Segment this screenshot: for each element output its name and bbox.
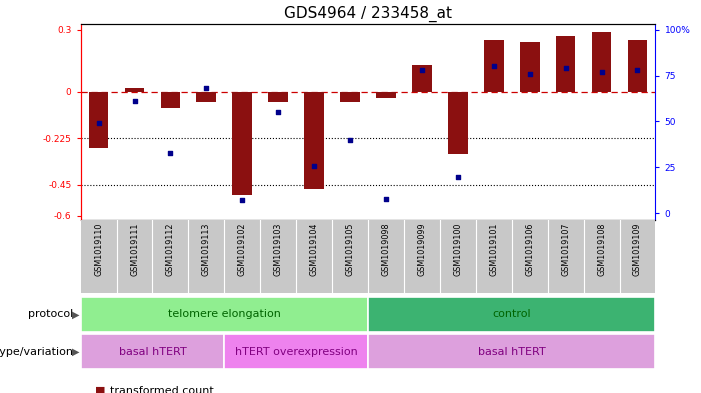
Bar [268, 92, 288, 102]
Point [416, 67, 428, 73]
Text: ■: ■ [95, 386, 105, 393]
Text: GSM1019102: GSM1019102 [238, 222, 247, 276]
Bar [340, 92, 360, 102]
Text: GSM1019106: GSM1019106 [525, 222, 534, 275]
Point [344, 137, 355, 143]
Text: GSM1019111: GSM1019111 [130, 222, 139, 275]
Bar [368, 297, 655, 332]
Text: telomere elongation: telomere elongation [168, 309, 281, 320]
Bar [368, 334, 655, 369]
Text: protocol: protocol [28, 309, 74, 320]
Text: transformed count: transformed count [110, 386, 214, 393]
Text: GSM1019107: GSM1019107 [561, 222, 570, 276]
Title: GDS4964 / 233458_at: GDS4964 / 233458_at [284, 6, 452, 22]
Point [632, 67, 643, 73]
Text: hTERT overexpression: hTERT overexpression [235, 347, 358, 357]
Bar [125, 88, 144, 92]
Bar [520, 42, 540, 92]
Bar [592, 32, 611, 92]
Bar [81, 334, 224, 369]
Point [165, 149, 176, 156]
Text: genotype/variation: genotype/variation [0, 347, 74, 357]
Bar [89, 92, 109, 148]
Text: GSM1019113: GSM1019113 [202, 222, 211, 275]
Point [273, 109, 284, 116]
Bar [448, 92, 468, 154]
Text: basal hTERT: basal hTERT [118, 347, 186, 357]
Bar [376, 92, 396, 98]
Text: GSM1019103: GSM1019103 [273, 222, 283, 275]
Text: basal hTERT: basal hTERT [478, 347, 545, 357]
Bar [556, 36, 576, 92]
Text: GSM1019099: GSM1019099 [417, 222, 426, 276]
Text: GSM1019109: GSM1019109 [633, 222, 642, 276]
Point [381, 195, 392, 202]
Point [452, 173, 463, 180]
Bar [161, 92, 180, 108]
Point [129, 98, 140, 105]
Bar [304, 92, 324, 189]
Bar [233, 92, 252, 195]
Point [560, 65, 571, 72]
Bar [81, 297, 368, 332]
Text: control: control [492, 309, 531, 320]
Bar [196, 92, 216, 102]
Text: ▶: ▶ [72, 347, 79, 357]
Bar [627, 40, 647, 92]
Text: GSM1019110: GSM1019110 [94, 222, 103, 275]
Text: GSM1019108: GSM1019108 [597, 222, 606, 275]
Text: GSM1019112: GSM1019112 [166, 222, 175, 276]
Text: ▶: ▶ [72, 309, 79, 320]
Text: GSM1019098: GSM1019098 [381, 222, 390, 276]
Text: GSM1019100: GSM1019100 [454, 222, 463, 275]
Point [308, 162, 320, 169]
Point [200, 85, 212, 92]
Point [237, 197, 248, 204]
Text: GSM1019105: GSM1019105 [346, 222, 355, 276]
Bar [224, 334, 368, 369]
Point [488, 63, 499, 70]
Text: GSM1019104: GSM1019104 [310, 222, 319, 275]
Bar [484, 40, 503, 92]
Text: GSM1019101: GSM1019101 [489, 222, 498, 275]
Point [524, 71, 536, 77]
Bar [412, 65, 432, 92]
Point [93, 120, 104, 127]
Point [596, 69, 607, 75]
